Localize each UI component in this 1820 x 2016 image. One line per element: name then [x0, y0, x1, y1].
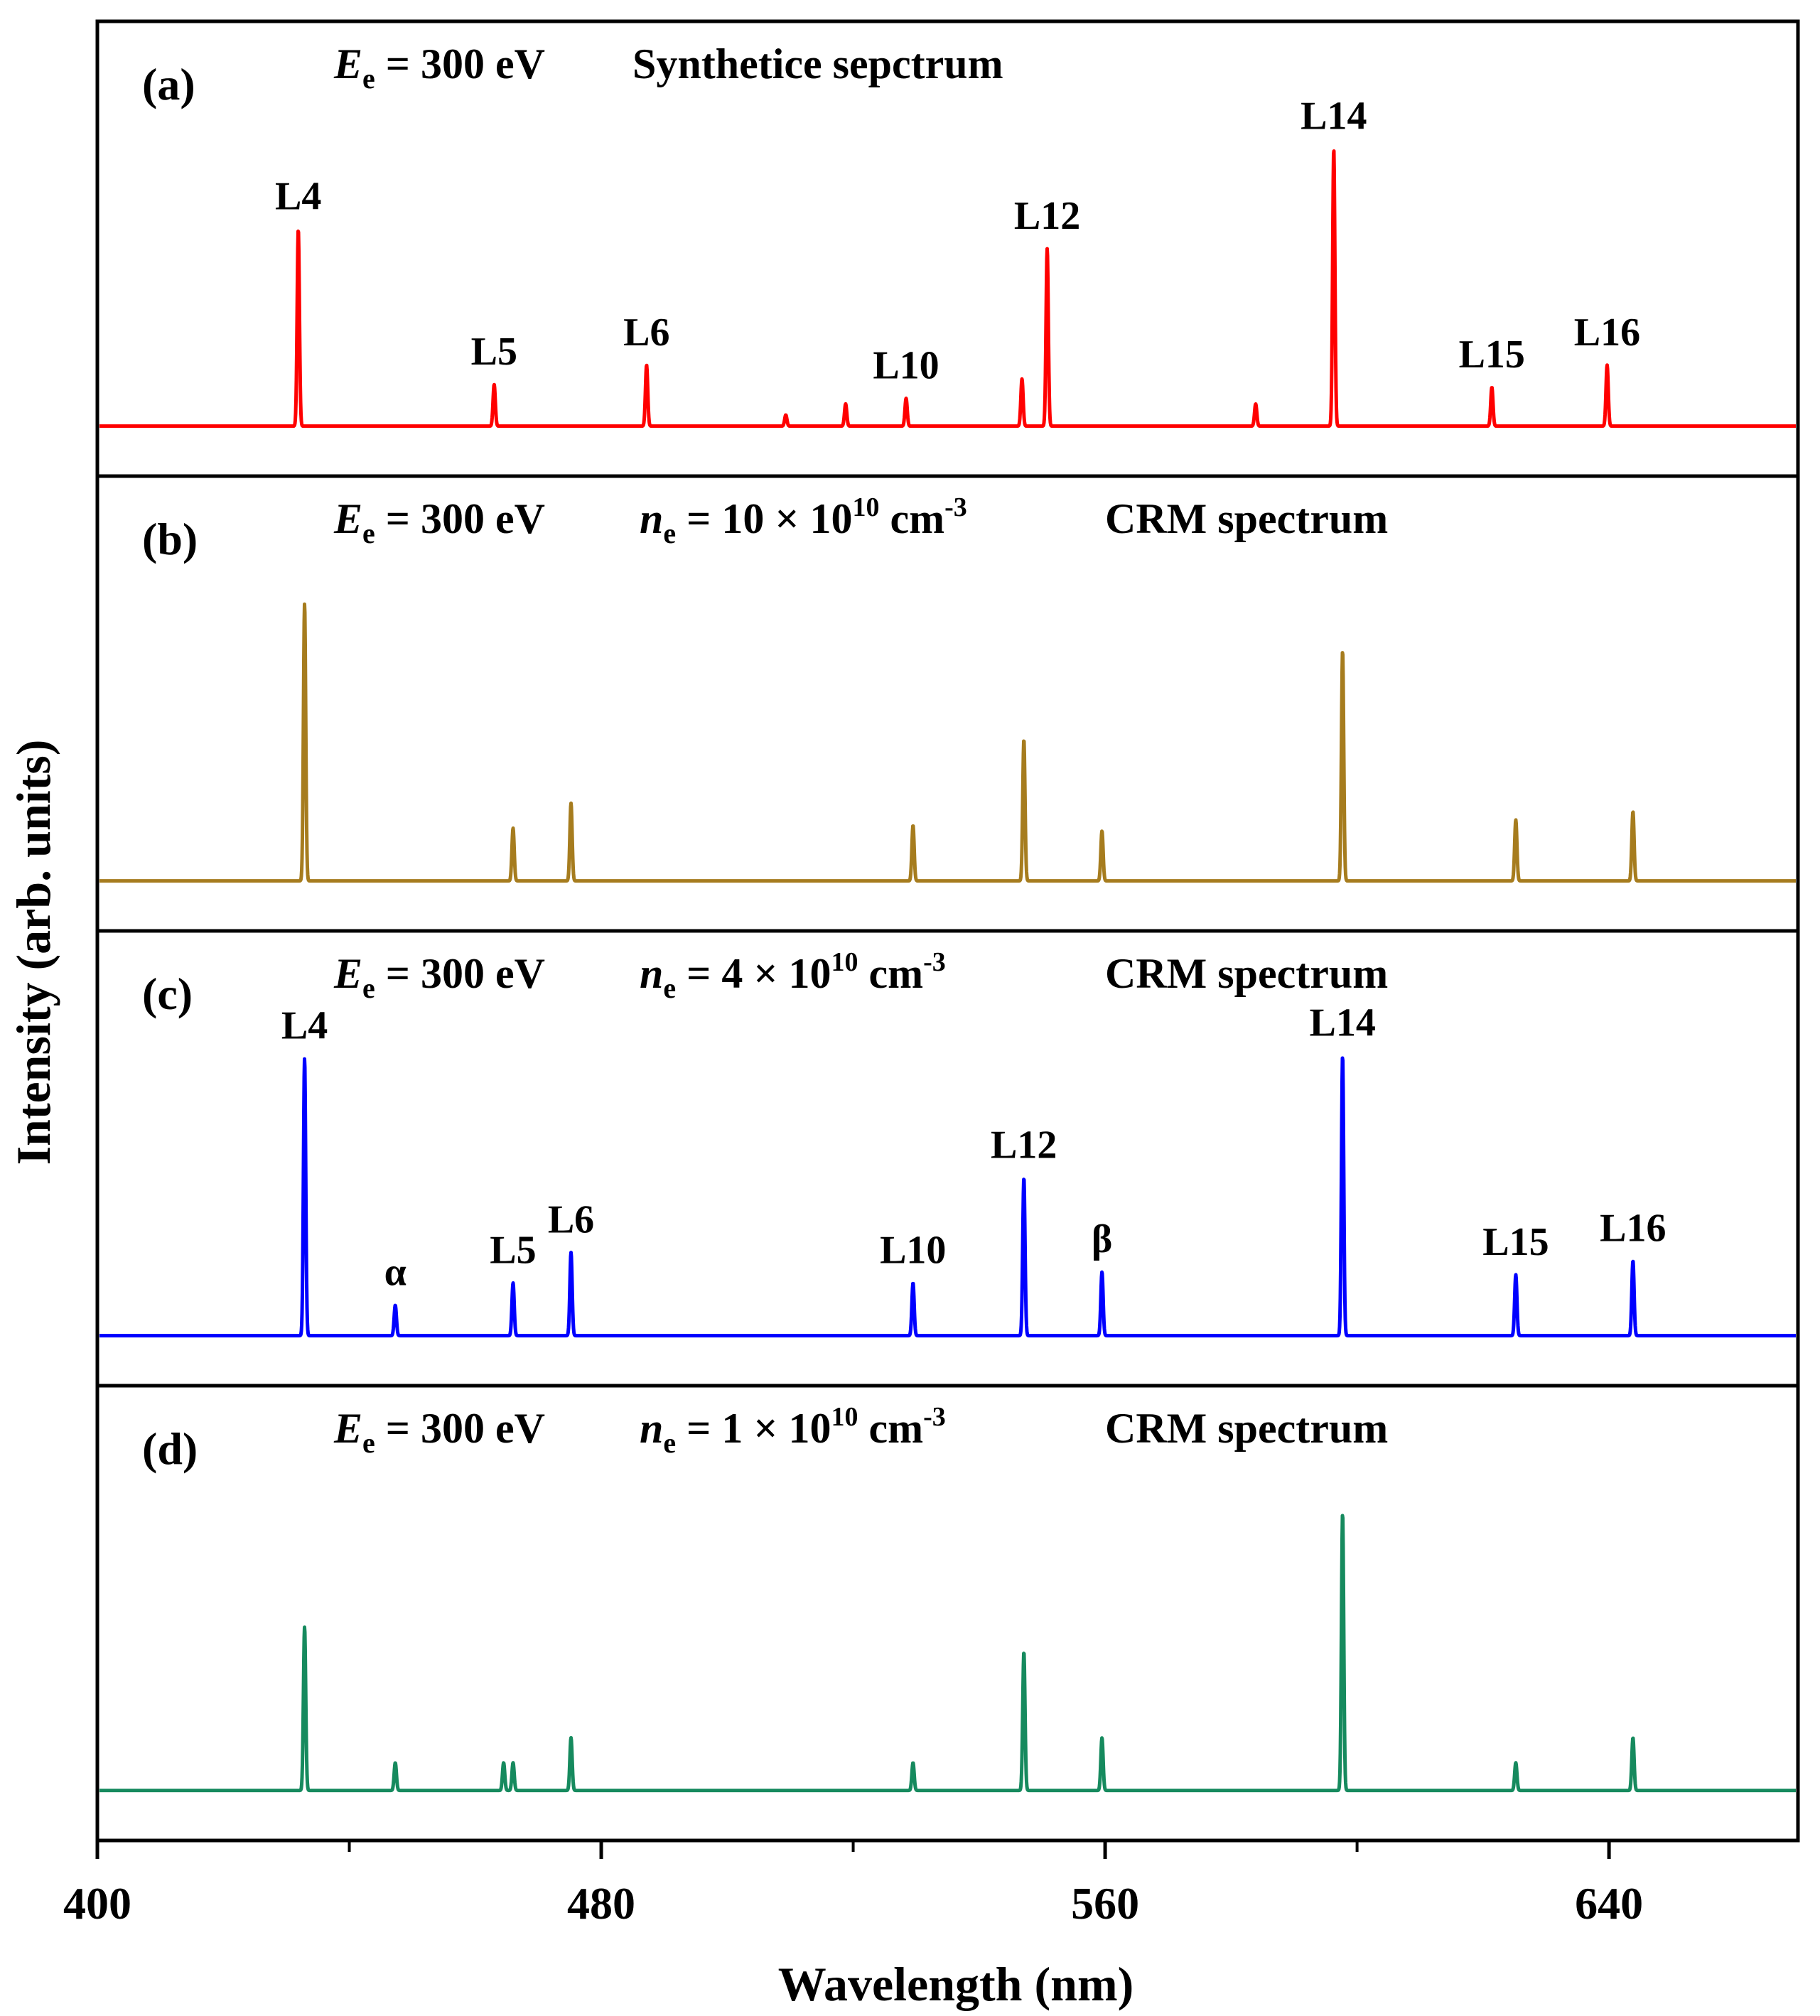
y-axis-title: Intensity (arb. units) — [6, 740, 60, 1165]
x-axis: 400 480 560 640 — [63, 1840, 1643, 1929]
peak-marker — [1605, 363, 1609, 367]
peak-marker — [911, 824, 915, 828]
spectrum-title: CRM spectrum — [1105, 950, 1388, 997]
peak-label: L10 — [873, 344, 939, 388]
peak-marker — [569, 1251, 573, 1255]
peak-label: L15 — [1482, 1220, 1549, 1264]
peak-marker — [911, 1281, 915, 1285]
energy-annotation: Ee = 300 eV — [333, 1405, 545, 1459]
density-annotation: ne = 4 × 1010 cm-3 — [640, 947, 946, 1004]
peak-label: L12 — [991, 1123, 1057, 1167]
peak-label: L14 — [1301, 95, 1367, 139]
peak-marker — [1020, 377, 1024, 381]
peak-marker — [502, 1761, 506, 1765]
peak-marker — [911, 1761, 915, 1765]
panel-frame — [95, 929, 1800, 1388]
energy-annotation: Ee = 300 eV — [333, 950, 545, 1004]
peak-label: L6 — [623, 311, 669, 355]
peak-label: L5 — [471, 330, 517, 374]
peak-label: L14 — [1310, 1001, 1376, 1045]
spectrum-title: CRM spectrum — [1105, 495, 1388, 542]
peak-marker — [1045, 247, 1050, 251]
panel-label: (b) — [142, 514, 198, 564]
peak-marker — [1490, 385, 1494, 389]
peak-marker — [1514, 1761, 1518, 1765]
peak-marker — [303, 1057, 307, 1061]
spectrum-line — [98, 1056, 1797, 1338]
peak-marker — [511, 1761, 515, 1765]
peak-marker — [904, 397, 908, 401]
peak-marker — [1100, 1270, 1104, 1274]
peak-label: L4 — [281, 1004, 328, 1048]
panel-frame — [95, 474, 1800, 933]
peak-marker — [569, 801, 573, 805]
peak-label: L15 — [1459, 333, 1525, 377]
peak-marker — [784, 413, 788, 417]
peak-label: L16 — [1600, 1206, 1666, 1250]
peak-marker — [569, 1736, 573, 1740]
density-annotation: ne = 1 × 1010 cm-3 — [640, 1402, 946, 1459]
x-tick-label: 560 — [1071, 1878, 1139, 1929]
spectrum-line — [98, 149, 1797, 428]
panel-b: (b) Ee = 300 eV ne = 10 × 1010 cm-3 CRM spe… — [95, 474, 1800, 933]
peak-marker — [303, 1625, 307, 1629]
peak-marker — [511, 826, 515, 831]
peak-label: L4 — [275, 175, 321, 219]
density-annotation: ne = 10 × 1010 cm-3 — [640, 492, 967, 549]
x-tick-label: 400 — [63, 1878, 131, 1929]
peak-marker — [511, 1281, 515, 1285]
peak-marker — [393, 1761, 397, 1765]
panel-d: (d) Ee = 300 eV ne = 1 × 1010 cm-3 CRM spec… — [95, 1384, 1800, 1843]
spectrum-line — [98, 1514, 1797, 1793]
peak-marker — [1631, 809, 1635, 814]
peak-marker — [1514, 1273, 1518, 1277]
peak-marker — [1254, 401, 1258, 406]
peak-marker — [1022, 1650, 1026, 1654]
peak-marker — [1332, 147, 1336, 151]
peak-label: L6 — [548, 1198, 594, 1242]
peak-marker — [1631, 1258, 1635, 1263]
peak-label: L5 — [490, 1229, 536, 1273]
peak-marker — [844, 401, 848, 406]
peak-marker — [1340, 1511, 1345, 1516]
peak-marker — [1631, 1736, 1635, 1740]
peak-marker — [1022, 1175, 1026, 1180]
spectrum-title: CRM spectrum — [1105, 1405, 1388, 1452]
peak-marker — [1340, 649, 1345, 653]
panel-label: (d) — [142, 1423, 198, 1474]
peak-label: L16 — [1574, 311, 1640, 355]
panel-frame — [95, 1384, 1800, 1843]
peak-marker — [1100, 829, 1104, 833]
peak-marker — [1022, 738, 1026, 742]
peak-marker — [393, 1303, 397, 1308]
peak-label: L12 — [1014, 194, 1080, 238]
spectrum-line — [98, 602, 1797, 883]
peak-label: L10 — [880, 1229, 946, 1273]
peak-label: α — [384, 1251, 406, 1295]
spectrum-title: Synthetice sepctrum — [632, 41, 1003, 87]
x-tick-label: 480 — [567, 1878, 635, 1929]
peak-marker — [645, 363, 649, 367]
peak-label: β — [1092, 1217, 1113, 1261]
peak-marker — [1100, 1736, 1104, 1740]
panel-label: (c) — [142, 969, 193, 1019]
panel-a: L4 L5 L6 L10 L12 L14 L15 L16 (a) Ee = 300 eV Synth… — [95, 19, 1800, 478]
panels-group: L4 L5 L6 L10 L12 L14 L15 L16 (a) Ee = 300 eV Synth… — [95, 19, 1800, 1843]
panel-frame — [95, 19, 1800, 478]
peak-marker — [492, 382, 496, 387]
peak-marker — [1514, 818, 1518, 822]
peak-marker — [1340, 1054, 1345, 1058]
energy-annotation: Ee = 300 eV — [333, 495, 545, 549]
x-tick-label: 640 — [1575, 1878, 1643, 1929]
panel-c: L4 α L5 L6 L10 L12 β L14 L15 L16 (c) Ee = 300 eV ne … — [95, 929, 1800, 1388]
peak-marker — [296, 227, 301, 232]
panel-label: (a) — [142, 59, 195, 109]
peak-marker — [303, 602, 307, 606]
x-axis-title: Wavelength (nm) — [778, 1957, 1134, 2011]
energy-annotation: Ee = 300 eV — [333, 41, 545, 95]
